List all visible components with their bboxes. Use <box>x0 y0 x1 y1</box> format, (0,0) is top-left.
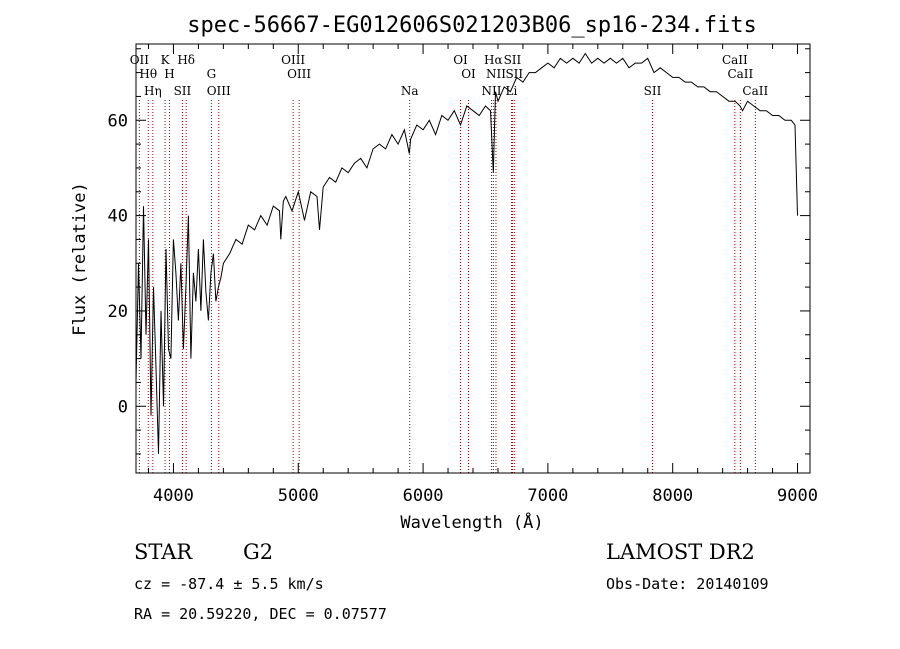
line-marker-label: Hδ <box>177 53 195 67</box>
y-tick-label: 0 <box>118 397 128 417</box>
line-marker-label: Hθ <box>139 67 157 81</box>
x-tick-label: 5000 <box>278 486 319 506</box>
x-axis-label: Wavelength (Å) <box>400 511 543 533</box>
line-marker-label: NII <box>486 67 506 81</box>
y-tick-label: 40 <box>108 207 128 227</box>
line-marker-label: OII <box>130 53 150 67</box>
chart-title: spec-56667-EG012606S021203B06_sp16-234.f… <box>187 13 757 38</box>
line-marker-label: CaII <box>722 53 748 67</box>
coordinates: RA = 20.59220, DEC = 0.07577 <box>134 605 387 623</box>
line-marker-label: OI <box>461 67 476 81</box>
line-marker-label: SII <box>504 53 522 67</box>
y-tick-label: 20 <box>108 302 128 322</box>
line-marker-label: OIII <box>287 67 311 81</box>
spectrum-series-line <box>135 52 798 454</box>
line-marker-label: SII <box>505 67 523 81</box>
line-marker-label: H <box>164 67 174 81</box>
line-marker-label: NII <box>481 84 501 98</box>
redshift-cz: cz = -87.4 ± 5.5 km/s <box>134 575 324 593</box>
survey-name: LAMOST DR2 <box>606 540 755 564</box>
x-tick-label: 4000 <box>153 486 194 506</box>
object-subclass: G2 <box>243 540 273 564</box>
axis-ticks: 4000 5000 6000 7000 8000 9000 0 20 40 60 <box>108 44 818 506</box>
line-marker-label: SII <box>174 84 192 98</box>
plot-frame <box>135 43 811 474</box>
object-type: STAR <box>134 540 193 564</box>
line-marker-label: OI <box>453 53 468 67</box>
line-marker-label: G <box>207 67 217 81</box>
line-marker-label: Hα <box>484 53 503 67</box>
line-marker-label: Li <box>506 84 518 98</box>
line-marker-label: K <box>161 53 171 67</box>
line-marker-label: Hη <box>144 84 162 98</box>
line-marker-label: Na <box>401 84 419 98</box>
line-marker-label: OIII <box>207 84 231 98</box>
y-axis-label: Flux (relative) <box>70 182 90 336</box>
line-marker-label: CaII <box>742 84 768 98</box>
line-markers: OIIHθHηKHSIIHδGOIIIOIIIOIIINaOIOINIIHαNI… <box>130 53 768 473</box>
line-marker-label: OIII <box>281 53 305 67</box>
y-tick-label: 60 <box>108 111 128 131</box>
line-marker-label: CaII <box>727 67 753 81</box>
x-tick-label: 7000 <box>527 486 568 506</box>
x-tick-label: 8000 <box>652 486 693 506</box>
obs-date: Obs-Date: 20140109 <box>606 575 769 593</box>
x-tick-label: 9000 <box>777 486 818 506</box>
x-tick-label: 6000 <box>403 486 444 506</box>
line-marker-label: SII <box>644 84 662 98</box>
